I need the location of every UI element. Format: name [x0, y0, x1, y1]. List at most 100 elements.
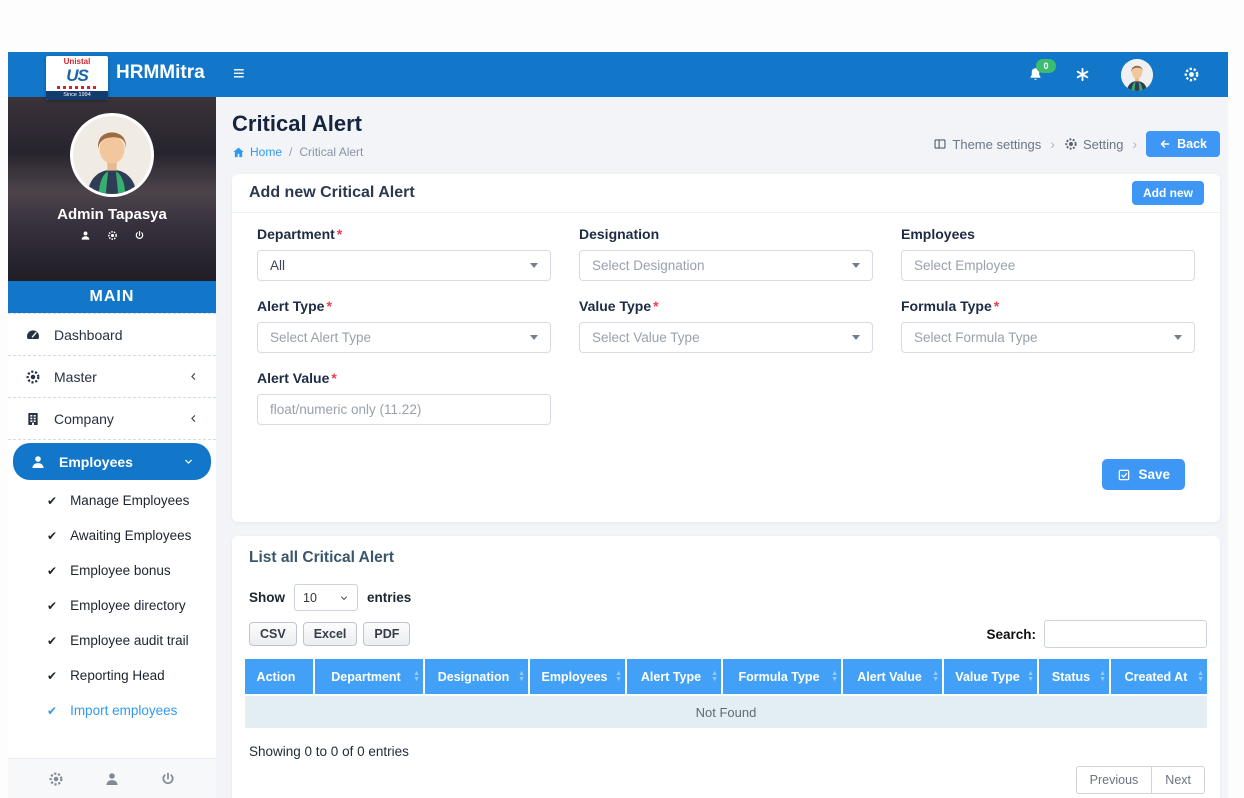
export-pdf-button[interactable]: PDF: [363, 622, 410, 646]
table-empty-row: Not Found: [245, 696, 1207, 728]
sort-icon: ▲▼: [711, 671, 718, 683]
sidebar-item-employees[interactable]: Employees: [13, 443, 211, 480]
employees-field: Employees: [901, 226, 1195, 281]
next-page-button[interactable]: Next: [1152, 766, 1205, 794]
footer-power-icon[interactable]: [160, 771, 176, 787]
gear-icon: [1064, 137, 1078, 151]
employees-input[interactable]: [914, 258, 1182, 273]
export-excel-button[interactable]: Excel: [303, 622, 358, 646]
sidebar-item-company[interactable]: Company: [8, 398, 216, 440]
settings-gear-icon[interactable]: [1183, 66, 1200, 83]
sidebar-subitem-label: Employee audit trail: [70, 633, 189, 648]
profile-power-icon[interactable]: [134, 230, 145, 241]
sidebar-subitem-employee-audit-trail[interactable]: ✔ Employee audit trail: [8, 623, 216, 658]
sort-icon: ▲▼: [518, 671, 525, 683]
check-icon: ✔: [47, 495, 57, 507]
sidebar-subitem-label: Import employees: [70, 703, 177, 718]
profile-gear-icon[interactable]: [107, 230, 118, 241]
chevron-down-icon: [339, 593, 349, 603]
column-header-alert-type[interactable]: Alert Type▲▼: [627, 659, 721, 694]
column-header-created-at[interactable]: Created At▲▼: [1111, 659, 1207, 694]
value-type-select[interactable]: Select Value Type: [579, 322, 873, 353]
sidebar-subitem-reporting-head[interactable]: ✔ Reporting Head: [8, 658, 216, 693]
footer-user-icon[interactable]: [104, 771, 120, 787]
home-icon: [232, 146, 245, 159]
list-critical-alert-card: List all Critical Alert Show 10 entries …: [232, 536, 1220, 798]
column-header-designation[interactable]: Designation▲▼: [425, 659, 528, 694]
designation-select[interactable]: Select Designation: [579, 250, 873, 281]
save-button[interactable]: Save: [1102, 459, 1185, 490]
profile-user-icon[interactable]: [80, 230, 91, 241]
theme-settings-link[interactable]: Theme settings: [933, 137, 1041, 152]
alert-value-label: Alert Value*: [257, 370, 551, 386]
required-mark: *: [994, 298, 999, 314]
select-caret-icon: [1174, 335, 1182, 340]
sidebar: Admin Tapasya MAIN Dashboard Master: [8, 97, 216, 798]
check-icon: ✔: [47, 635, 57, 647]
column-header-value-type[interactable]: Value Type▲▼: [944, 659, 1037, 694]
column-header-formula-type[interactable]: Formula Type▲▼: [723, 659, 841, 694]
dashboard-icon: [25, 327, 41, 343]
previous-page-button[interactable]: Previous: [1076, 766, 1153, 794]
setting-link[interactable]: Setting: [1064, 137, 1123, 152]
sidebar-subitem-import-employees[interactable]: ✔ Import employees: [8, 693, 216, 728]
column-header-department[interactable]: Department▲▼: [315, 659, 423, 694]
chevron-down-icon: [183, 456, 194, 467]
footer-gear-icon[interactable]: [48, 771, 64, 787]
required-mark: *: [337, 226, 342, 242]
search-label: Search:: [986, 627, 1036, 642]
employees-label: Employees: [901, 226, 1195, 242]
export-csv-button[interactable]: CSV: [249, 622, 297, 646]
profile-avatar[interactable]: [70, 113, 154, 197]
company-logo[interactable]: Unistal US Since 1994: [46, 56, 108, 100]
alert-value-input[interactable]: [270, 402, 538, 417]
department-select[interactable]: All: [257, 250, 551, 281]
column-header-status[interactable]: Status▲▼: [1039, 659, 1109, 694]
sidebar-item-master[interactable]: Master: [8, 356, 216, 398]
user-icon: [30, 454, 46, 470]
pagination: Previous Next: [245, 766, 1207, 794]
add-new-button[interactable]: Add new: [1132, 181, 1204, 205]
entries-label: entries: [367, 590, 411, 605]
column-header-employees[interactable]: Employees▲▼: [530, 659, 625, 694]
sidebar-subitem-awaiting-employees[interactable]: ✔ Awaiting Employees: [8, 518, 216, 553]
sidebar-item-label: Dashboard: [54, 327, 123, 343]
quick-links-asterisk-icon[interactable]: [1074, 66, 1091, 83]
sidebar-subitem-label: Awaiting Employees: [70, 528, 191, 543]
search-input[interactable]: [1044, 620, 1207, 648]
sidebar-subitem-employee-directory[interactable]: ✔ Employee directory: [8, 588, 216, 623]
gear-icon: [25, 369, 41, 385]
formula-type-label: Formula Type*: [901, 298, 1195, 314]
required-mark: *: [326, 298, 331, 314]
building-icon: [25, 411, 41, 427]
alert-type-label: Alert Type*: [257, 298, 551, 314]
value-type-field: Value Type* Select Value Type: [579, 298, 873, 353]
alert-type-select[interactable]: Select Alert Type: [257, 322, 551, 353]
alert-value-field: Alert Value*: [257, 370, 551, 425]
sidebar-section-label: MAIN: [8, 281, 216, 313]
value-type-label: Value Type*: [579, 298, 873, 314]
quicklink-separator: ›: [1132, 136, 1137, 152]
notifications-bell-icon[interactable]: 0: [1027, 66, 1044, 83]
page-size-select[interactable]: 10: [294, 584, 358, 611]
app-window: Unistal US Since 1994 HRMMitra ≡ 0: [8, 52, 1228, 798]
top-navbar: Unistal US Since 1994 HRMMitra ≡ 0: [8, 52, 1228, 97]
sidebar-item-dashboard[interactable]: Dashboard: [8, 314, 216, 356]
sidebar-subitem-employee-bonus[interactable]: ✔ Employee bonus: [8, 553, 216, 588]
check-square-icon: [1117, 468, 1131, 482]
sidebar-footer: [8, 758, 216, 798]
back-button[interactable]: Back: [1146, 131, 1220, 157]
formula-type-select[interactable]: Select Formula Type: [901, 322, 1195, 353]
sidebar-subitem-manage-employees[interactable]: ✔ Manage Employees: [8, 483, 216, 518]
sort-icon: ▲▼: [615, 671, 622, 683]
column-header-alert-value[interactable]: Alert Value▲▼: [843, 659, 942, 694]
breadcrumb-home-link[interactable]: Home: [232, 145, 282, 159]
sort-icon: ▲▼: [1099, 671, 1106, 683]
formula-type-field: Formula Type* Select Formula Type: [901, 298, 1195, 353]
user-avatar[interactable]: [1121, 59, 1153, 91]
logo-tagline: Since 1994: [46, 91, 108, 100]
profile-quick-actions: [80, 230, 145, 241]
column-header-action[interactable]: Action: [245, 659, 313, 694]
table-header-row: Action Department▲▼ Designation▲▼ Employ…: [245, 659, 1207, 694]
menu-toggle-icon[interactable]: ≡: [233, 52, 245, 97]
